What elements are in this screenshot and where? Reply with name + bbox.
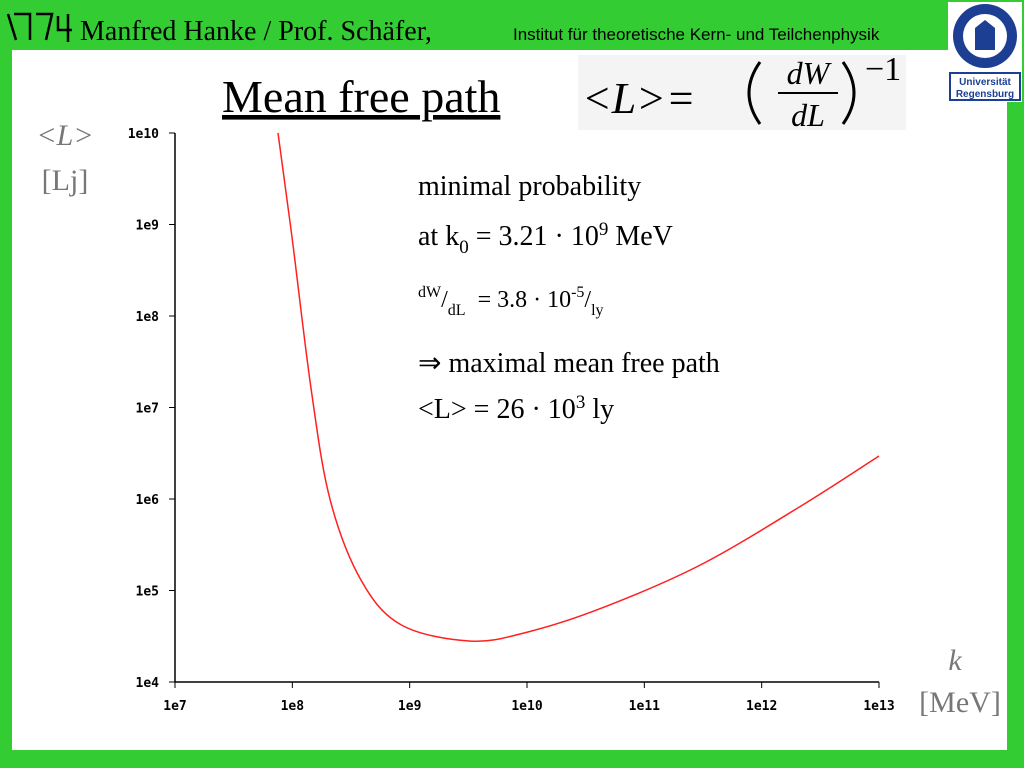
slide-title: Mean free path (222, 71, 500, 122)
y-axis-label: <L> (36, 119, 93, 152)
x-tick-label: 1e10 (511, 699, 542, 714)
formula-lhs: <L>= (582, 74, 696, 123)
paren-right (841, 61, 856, 125)
annotation-run: = 3.8 · 10 (466, 287, 572, 313)
university-name: Universität (959, 77, 1011, 88)
formula-numerator: dW (787, 55, 833, 91)
annotation-run: ly (591, 302, 603, 319)
annotation-run: / (584, 287, 591, 313)
annotation-run: ly (585, 394, 614, 425)
y-tick-label: 1e5 (136, 585, 159, 600)
university-city: Regensburg (956, 89, 1014, 100)
y-tick-label: 1e7 (136, 402, 159, 417)
y-tick-label: 1e6 (136, 493, 160, 508)
formula-bg (578, 55, 906, 130)
y-tick-label: 1e4 (136, 676, 160, 691)
annotation-run: MeV (608, 221, 673, 252)
paren-left (747, 61, 762, 125)
x-tick-label: 1e9 (398, 699, 421, 714)
annotation-line: at k0 = 3.21 · 109 MeV (418, 219, 673, 258)
annotation-run: 0 (459, 237, 469, 258)
annotation-run: at k (418, 221, 459, 252)
y-axis-unit: [Lj] (42, 164, 89, 197)
formula-denominator: dL (791, 97, 825, 133)
formula: <L>= dW dL −1 (578, 51, 906, 133)
x-axis-unit: [MeV] (919, 686, 1001, 719)
institute: Institut für theoretische Kern- und Teil… (513, 25, 880, 44)
annotation-run: 3 (576, 392, 586, 413)
annotation-run: dL (448, 302, 466, 319)
annotation-run: ⇒ maximal mean free path (418, 348, 720, 379)
y-tick-label: 1e9 (136, 219, 159, 234)
annotation-run: minimal probability (418, 171, 641, 202)
annotation-run: 9 (599, 219, 609, 240)
seal-building (975, 20, 995, 50)
x-tick-label: 1e11 (629, 699, 660, 714)
formula-exponent: −1 (865, 51, 901, 88)
annotation-run: <L> = 26 · 10 (418, 394, 576, 425)
annotations: minimal probability at k0 = 3.21 · 109 Me… (418, 171, 720, 425)
annotation-run: = 3.21 · 10 (469, 221, 599, 252)
annotation-line: ⇒ maximal mean free path (418, 348, 720, 379)
y-tick-label: 1e10 (128, 127, 159, 142)
x-tick-label: 1e12 (746, 699, 777, 714)
author: Manfred Hanke / Prof. Schäfer, (80, 16, 432, 47)
university-logo: Universität Regensburg (948, 2, 1022, 102)
logo-box (949, 72, 1021, 101)
x-axis-label: k (948, 644, 962, 677)
annotation-line: minimal probability (418, 171, 641, 202)
x-tick-label: 1e7 (163, 699, 186, 714)
y-tick-label: 1e8 (136, 310, 160, 325)
annotation-run: -5 (571, 284, 584, 301)
plot: 1e4 1e5 1e6 1e7 1e8 1e9 1e10 1e7 1e8 1e9 1e10 1e11 1… (128, 127, 895, 714)
content-panel (12, 50, 1007, 750)
data-line (277, 132, 880, 643)
annotation-run: dW (418, 284, 442, 301)
annotation-line: dW/dL = 3.8 · 10-5/ly (418, 284, 604, 319)
annotation-run: / (441, 287, 448, 313)
x-tick-label: 1e13 (863, 699, 894, 714)
itp-logo (6, 12, 72, 42)
x-tick-label: 1e8 (281, 699, 305, 714)
annotation-line: <L> = 26 · 103 ly (418, 392, 614, 425)
